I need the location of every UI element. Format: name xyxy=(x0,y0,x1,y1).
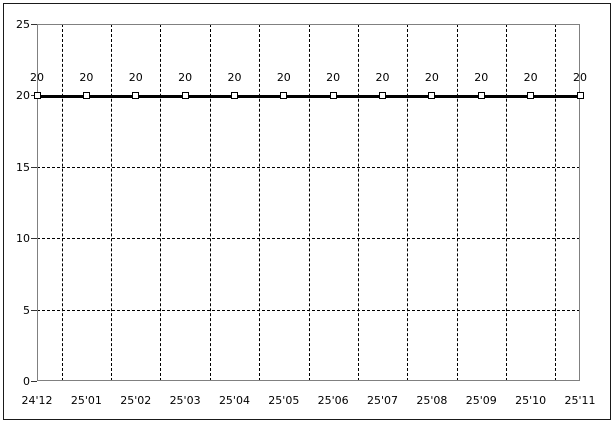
data-point-marker xyxy=(181,91,189,99)
data-point-marker xyxy=(527,91,535,99)
data-point-label: 20 xyxy=(276,71,291,85)
x-axis-tick-label: 25'01 xyxy=(70,394,102,407)
x-axis-tick-label: 25'03 xyxy=(169,394,201,407)
y-axis-tick-label: 5 xyxy=(23,303,30,317)
x-axis-tick-label: 25'07 xyxy=(367,394,399,407)
data-point-marker xyxy=(576,91,584,99)
gridline-vertical xyxy=(111,24,113,381)
y-axis-tick xyxy=(31,166,37,168)
y-axis-tick-label: 20 xyxy=(16,89,30,103)
data-point-marker xyxy=(477,91,485,99)
gridline-vertical xyxy=(407,24,409,381)
data-point-label: 20 xyxy=(227,71,242,85)
data-point-label: 20 xyxy=(30,71,44,85)
gridline-vertical xyxy=(160,24,162,381)
data-point-marker xyxy=(379,91,387,99)
data-point-label: 20 xyxy=(178,71,193,85)
gridline-vertical xyxy=(505,24,507,381)
data-point-label: 20 xyxy=(79,71,94,85)
x-axis-tick-label: 25'09 xyxy=(465,394,497,407)
gridline-vertical xyxy=(555,24,557,381)
gridline-vertical xyxy=(209,24,211,381)
gridline-vertical xyxy=(259,24,261,381)
data-point-marker xyxy=(230,91,238,99)
x-axis-tick-label: 25'08 xyxy=(416,394,448,407)
data-point-label: 20 xyxy=(128,71,143,85)
plot-area: 20 20 20 20 20 20 20 20 20 20 20 20 xyxy=(30,24,587,381)
data-point-marker xyxy=(280,91,288,99)
y-axis-tick xyxy=(31,24,37,25)
x-axis-tick-label: 25'11 xyxy=(564,394,596,407)
y-axis-tick xyxy=(31,238,37,240)
data-point-label: 20 xyxy=(326,71,341,85)
gridline-vertical xyxy=(456,24,458,381)
data-point-marker xyxy=(33,91,41,99)
gridline-vertical xyxy=(308,24,310,381)
y-axis-tick-label: 15 xyxy=(16,160,30,174)
x-axis-tick-label: 25'10 xyxy=(515,394,547,407)
data-point-label: 20 xyxy=(474,71,489,85)
data-point-label: 20 xyxy=(375,71,390,85)
y-axis-tick-label: 25 xyxy=(16,18,30,31)
y-axis-tick-label: 10 xyxy=(16,232,30,246)
y-axis-tick-label: 0 xyxy=(23,375,30,388)
y-axis-tick xyxy=(31,381,37,382)
data-point-label: 20 xyxy=(523,71,538,85)
x-axis-tick-label: 24'12 xyxy=(21,394,53,407)
data-point-marker xyxy=(132,91,140,99)
y-axis-tick xyxy=(31,309,37,311)
gridline-vertical xyxy=(61,24,63,381)
x-axis-tick-label: 25'05 xyxy=(268,394,300,407)
x-axis-tick-label: 25'04 xyxy=(218,394,250,407)
data-point-marker xyxy=(428,91,436,99)
data-point-label: 20 xyxy=(424,71,439,85)
series-line xyxy=(37,95,580,99)
data-point-marker xyxy=(82,91,90,99)
x-axis-tick-label: 25'06 xyxy=(317,394,349,407)
x-axis-tick-label: 25'02 xyxy=(120,394,152,407)
data-point-marker xyxy=(329,91,337,99)
gridline-vertical xyxy=(357,24,359,381)
data-point-label: 20 xyxy=(573,71,587,85)
